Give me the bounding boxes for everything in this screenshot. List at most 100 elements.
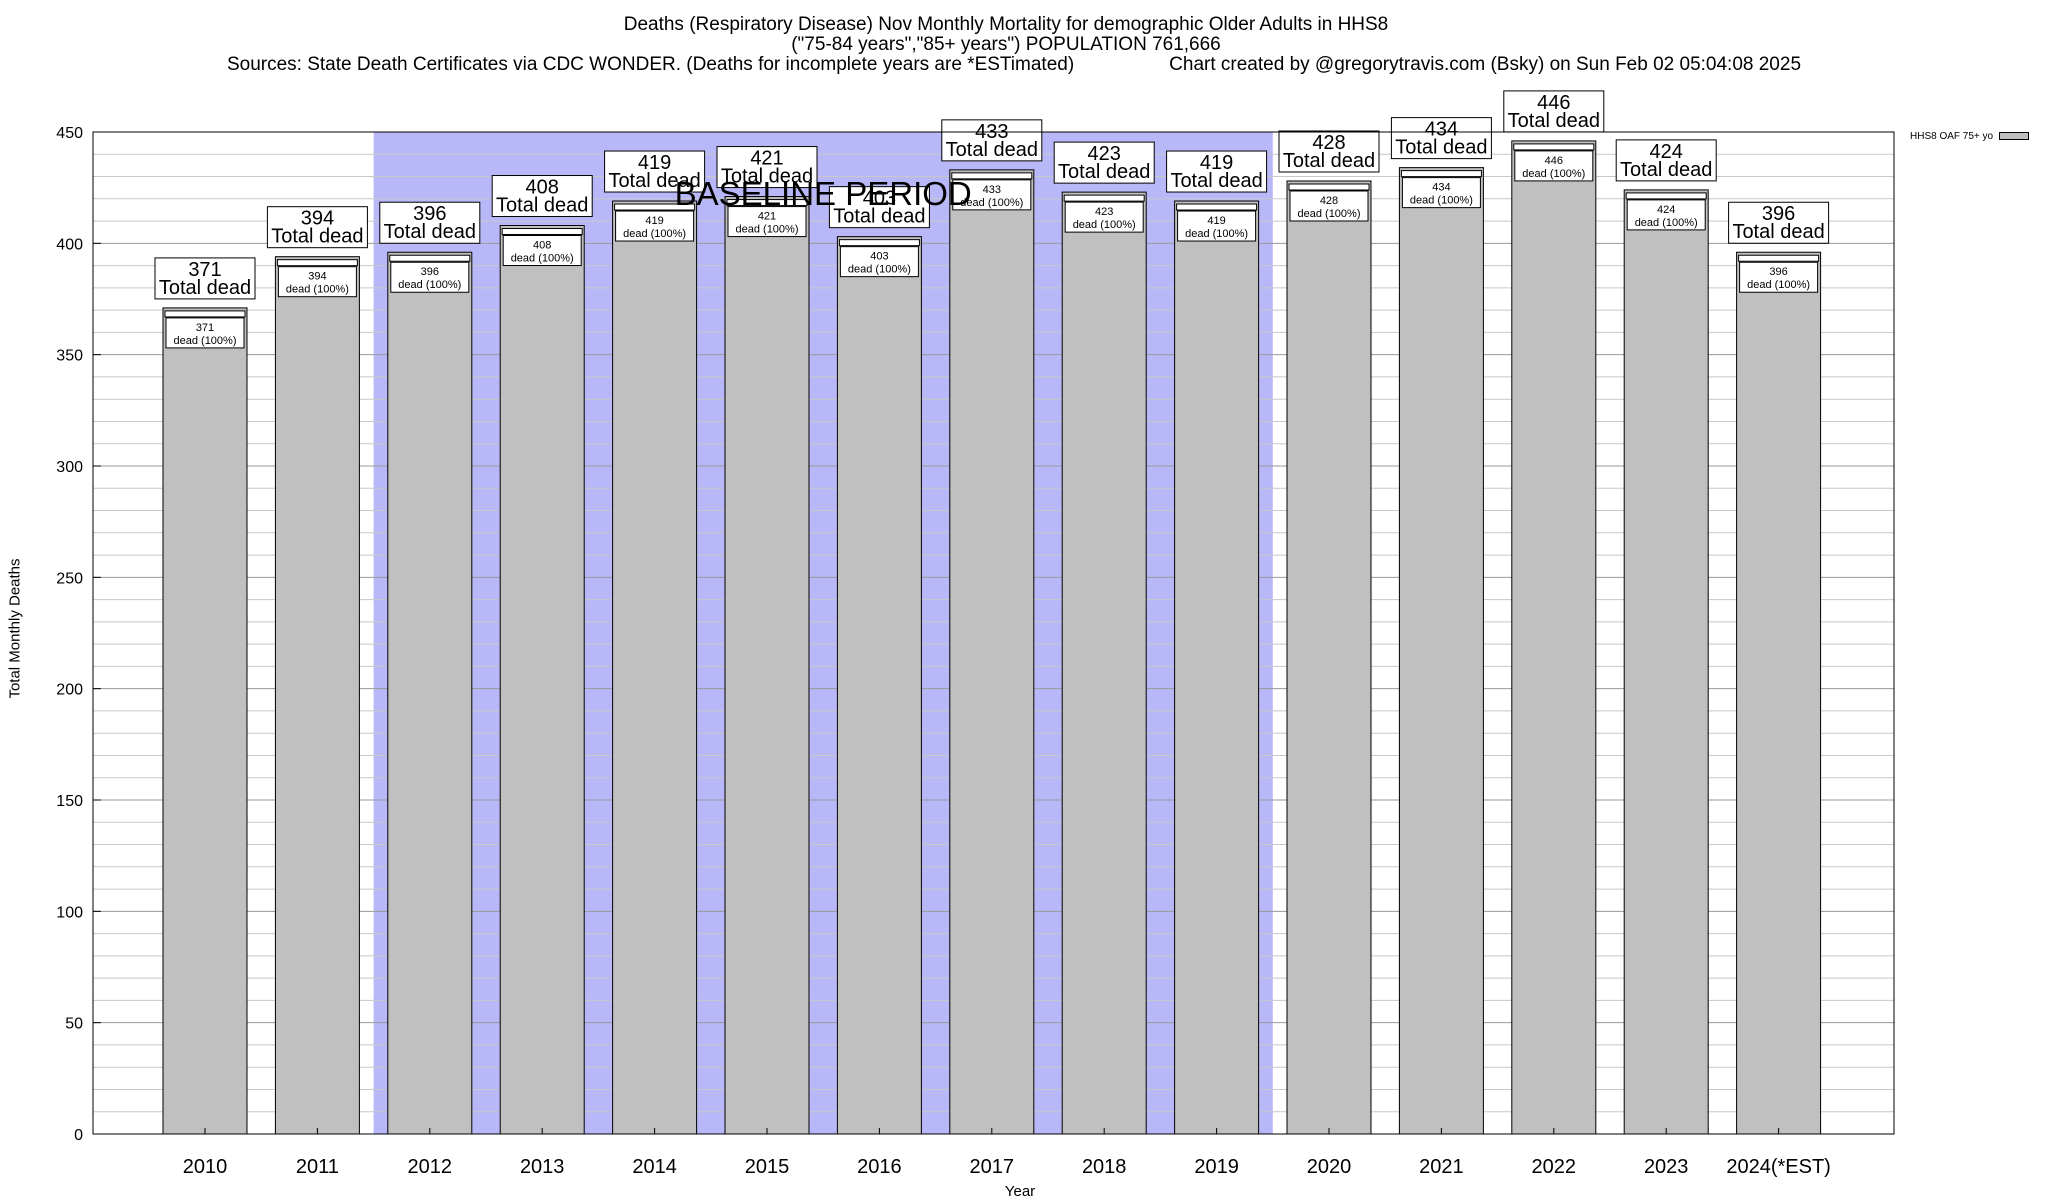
total-label-box [716,146,818,189]
total-dead-label: Total dead [1508,110,1600,132]
bar-2021 [1398,167,1484,1135]
y-tick-label: 450 [56,125,83,142]
plot-frame [92,131,1895,1135]
bar-2024(*EST) [1736,251,1822,1135]
inner-label-box [1514,150,1594,182]
total-label-box [828,186,930,229]
inner-value-label: 421 [758,211,776,223]
inner-percent-label: dead (100%) [1522,168,1585,180]
x-tick-label: 2019 [1194,1156,1239,1178]
total-value-label: 421 [750,148,783,170]
inner-label-box [1064,201,1144,233]
total-value-label: 394 [301,208,334,230]
chart-source-line: Sources: State Death Certificates via CD… [0,54,2038,76]
inner-value-label: 423 [1095,206,1113,218]
total-value-label: 408 [526,177,559,199]
total-label-box [941,119,1043,162]
x-tick-label: 2010 [183,1156,228,1178]
bar-top-strip [838,239,920,247]
inner-value-label: 394 [308,271,326,283]
x-tick-label: 2016 [857,1156,902,1178]
x-tick-label: 2021 [1419,1156,1464,1178]
inner-value-label: 446 [1545,155,1563,167]
total-dead-label: Total dead [1620,159,1712,181]
bar-top-strip [389,254,471,262]
chart-title: Deaths (Respiratory Disease) Nov Monthly… [623,14,1389,35]
inner-label-box [1739,261,1819,293]
x-tick-label: 2017 [970,1156,1015,1178]
inner-label-box [277,266,357,298]
bar-2019 [1174,200,1260,1135]
inner-value-label: 433 [983,184,1001,196]
total-label-box [1503,90,1605,133]
bar-top-strip [1400,170,1482,178]
bar-top-strip [1625,192,1707,200]
x-tick-label: 2023 [1644,1156,1689,1178]
inner-label-box [165,317,245,349]
y-axis-label: Total Monthly Deaths [6,558,24,699]
total-value-label: 419 [1200,152,1233,174]
inner-value-label: 419 [1207,215,1225,227]
total-dead-label: Total dead [1058,161,1150,183]
y-tick-label: 350 [56,348,83,365]
bar-top-strip [276,259,358,267]
y-tick-label: 0 [74,1127,83,1144]
total-dead-label: Total dead [1732,221,1824,243]
bar-2013 [499,225,585,1135]
inner-percent-label: dead (100%) [623,228,686,240]
inner-value-label: 371 [196,322,214,334]
x-tick-label: 2011 [296,1156,339,1178]
chart-subtitle: ("75-84 years","85+ years") POPULATION 7… [791,34,1221,55]
x-tick-label: 2018 [1082,1156,1127,1178]
inner-percent-label: dead (100%) [848,264,911,276]
inner-value-label: 396 [1769,266,1787,278]
bar-top-strip [1288,183,1370,191]
bar-top-strip [951,172,1033,180]
total-value-label: 403 [863,188,896,210]
bar-2016 [836,236,922,1135]
bar-top-strip [164,310,246,318]
bar-2017 [949,169,1035,1135]
x-tick-label: 2020 [1307,1156,1352,1178]
bar-2020 [1286,180,1372,1135]
total-value-label: 423 [1088,143,1121,165]
total-dead-label: Total dead [271,226,363,248]
baseline-period-label: BASELINE PERIOD [675,175,972,212]
bar-2010 [162,307,248,1135]
bar-2015 [724,196,810,1135]
bar-2012 [387,251,473,1135]
inner-value-label: 408 [533,240,551,252]
inner-label-box [390,261,470,293]
inner-label-box [727,206,807,238]
inner-percent-label: dead (100%) [174,335,237,347]
inner-value-label: 434 [1432,182,1450,194]
bar-top-strip [1513,143,1595,151]
inner-percent-label: dead (100%) [398,279,461,291]
inner-label-box [502,235,582,267]
inner-percent-label: dead (100%) [1635,217,1698,229]
legend-swatch [1999,132,2030,141]
inner-percent-label: dead (100%) [960,197,1023,209]
bar-top-strip [501,228,583,236]
y-tick-label: 50 [65,1016,83,1033]
bar-2018 [1061,191,1147,1135]
inner-label-box [952,179,1032,211]
total-dead-label: Total dead [496,195,588,217]
bar-2022 [1511,140,1597,1135]
x-tick-label: 2014 [632,1156,677,1178]
inner-percent-label: dead (100%) [1185,228,1248,240]
bar-top-strip [1063,194,1145,202]
total-dead-label: Total dead [159,277,251,299]
bar-2023 [1623,189,1709,1135]
total-value-label: 371 [188,259,221,281]
total-value-label: 446 [1537,92,1570,114]
total-label-box [1615,139,1717,182]
chart-credit: Chart created by @gregorytravis.com (Bsk… [1169,54,1802,75]
total-dead-label: Total dead [833,206,925,228]
inner-label-box [1401,177,1481,209]
bar-2011 [274,256,360,1135]
inner-label-box [839,246,919,278]
total-value-label: 419 [638,152,671,174]
x-axis-label: Year [1004,1183,1036,1200]
